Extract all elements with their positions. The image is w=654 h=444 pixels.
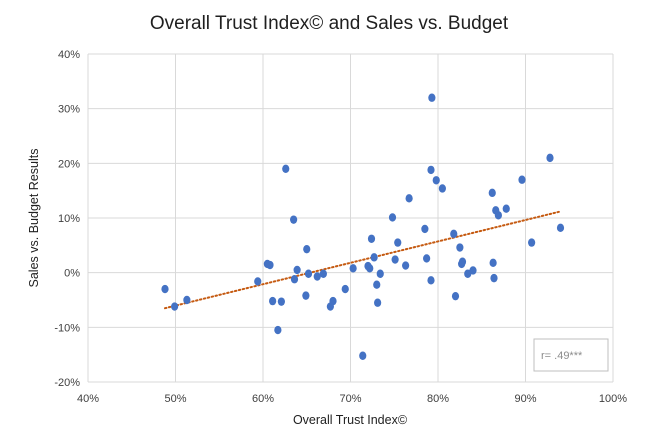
data-points [161,93,565,360]
tick-labels: 40% 50% 60% 70% 80% 90% 100% -20% -10% 0% 10% 20% 30… [54,49,627,405]
x-tick-label: 60% [252,393,274,405]
data-point [161,284,169,294]
y-tick-label: 30% [58,104,80,116]
data-point [341,284,349,294]
x-tick-label: 50% [164,393,186,405]
data-point [366,264,374,273]
data-point [304,269,313,278]
data-point [266,260,274,270]
data-point [427,165,435,175]
data-point [488,188,496,198]
data-point [451,291,460,301]
data-point [402,261,410,270]
data-point [269,296,277,306]
y-axis-label: Sales vs. Budget Results [27,149,41,288]
x-tick-label: 40% [77,393,99,405]
data-point [394,238,402,247]
data-point [528,238,536,247]
data-point [303,244,311,254]
data-point [450,229,458,239]
data-point [329,296,337,306]
correlation-annotation: r= .49*** [533,338,609,372]
data-point [469,266,477,275]
y-tick-label: -10% [54,322,80,334]
data-point [274,325,282,335]
data-point [373,280,381,289]
x-tick-label: 70% [339,393,361,405]
data-point [367,234,376,243]
data-point [319,269,327,278]
data-point [349,264,357,273]
data-point [183,295,191,305]
data-point [489,258,497,268]
grid [87,53,614,383]
data-point [494,211,502,220]
data-point [428,93,436,102]
x-tick-label: 80% [427,393,449,405]
x-tick-label: 100% [599,393,627,405]
x-axis-label: Overall Trust Index© [293,413,408,427]
data-point [376,269,384,278]
y-tick-label: 20% [58,158,80,170]
data-point [556,223,565,233]
data-point [302,291,310,300]
y-tick-label: -20% [54,377,80,389]
annotation-box [533,338,609,372]
y-tick-label: 40% [58,49,80,61]
annotation-text: r= .49*** [541,350,583,362]
trendline [164,210,562,310]
data-point [359,351,367,360]
data-point [432,176,440,185]
data-point [518,175,526,184]
x-tick-label: 90% [514,393,536,405]
data-point [458,257,467,266]
data-point [438,184,446,193]
data-point [277,297,285,306]
data-point [502,204,510,213]
data-point [546,153,554,163]
data-point [171,302,179,311]
data-point [421,224,429,234]
data-point [370,253,378,262]
data-point [290,275,299,284]
data-point [405,194,413,203]
y-tick-label: 10% [58,213,80,225]
chart-title: Overall Trust Index© and Sales vs. Budge… [150,13,509,34]
data-point [388,213,397,222]
y-tick-label: 0% [64,268,80,280]
data-point [290,215,298,224]
data-point [282,164,290,173]
data-point [374,298,382,307]
data-point [456,243,464,252]
data-point [254,277,262,286]
data-point [293,265,301,275]
data-point [391,255,399,264]
data-point [427,276,435,285]
data-point [313,272,321,281]
data-point [490,273,498,283]
data-point [423,254,431,263]
